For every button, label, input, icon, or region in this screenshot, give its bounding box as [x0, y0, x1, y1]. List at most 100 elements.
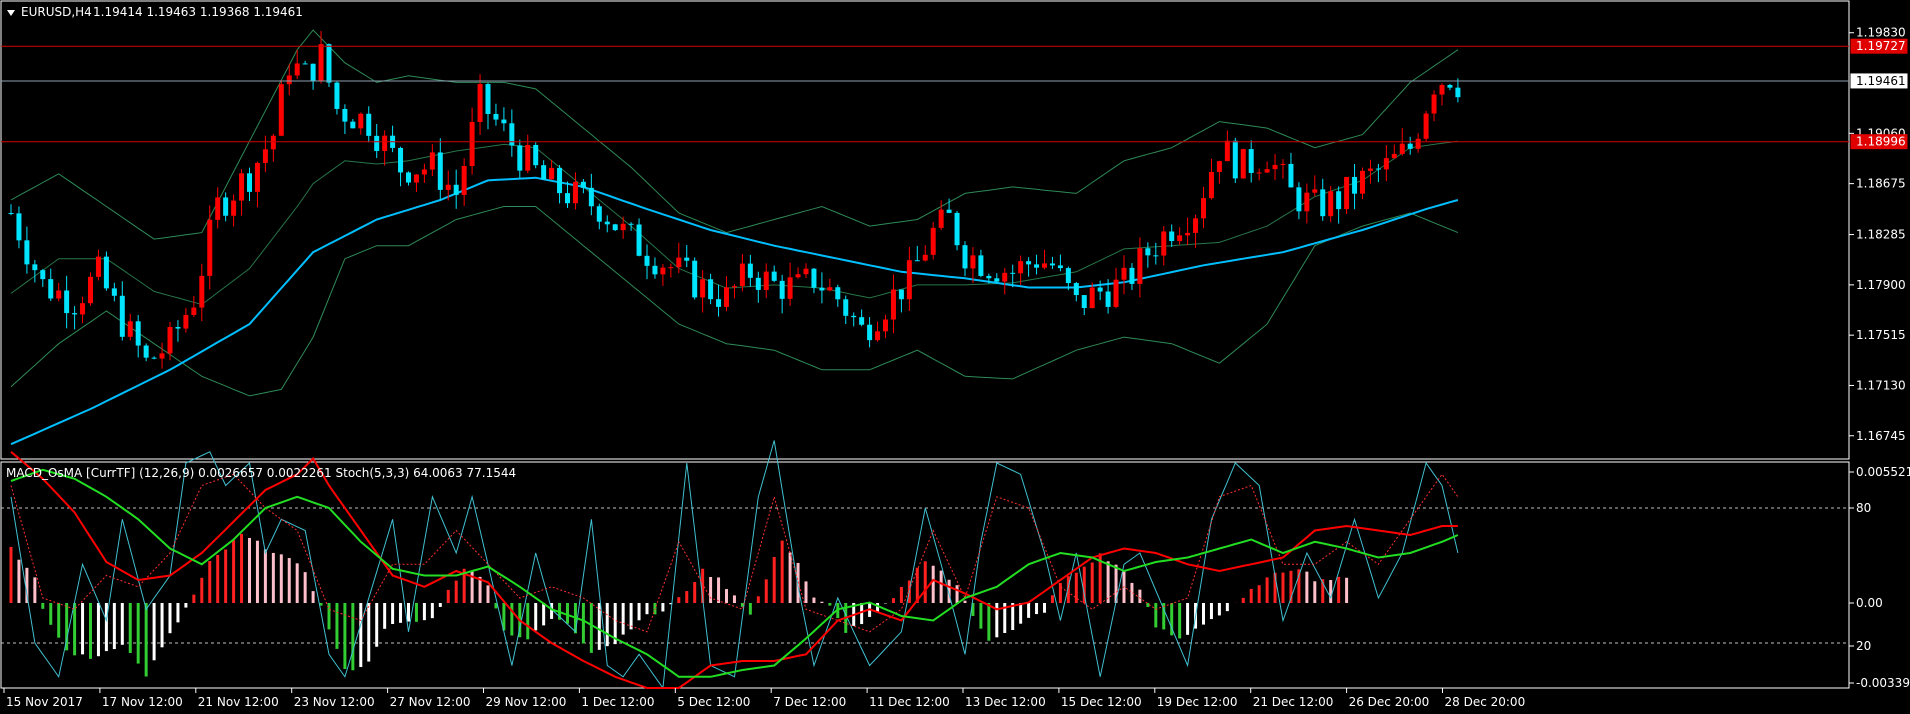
- upper-level-tag-text: 1.19727: [1856, 39, 1906, 53]
- price-tick-label: 1.16745: [1856, 429, 1906, 443]
- candle-body: [644, 255, 650, 266]
- candle-body: [1455, 87, 1461, 98]
- candle-body: [183, 314, 189, 329]
- candle-body: [875, 331, 881, 341]
- candle-body: [191, 307, 197, 315]
- candle-body: [294, 63, 300, 76]
- candle-body: [429, 152, 435, 170]
- candle-body: [1010, 272, 1016, 274]
- candle-body: [652, 265, 658, 275]
- candle-body: [1375, 168, 1381, 170]
- candle-body: [1407, 143, 1413, 149]
- time-tick-label: 15 Dec 12:00: [1061, 695, 1142, 709]
- candle-body: [1057, 265, 1063, 269]
- candle-body: [525, 144, 531, 171]
- candle-body: [1399, 143, 1405, 154]
- candle-body: [445, 184, 451, 190]
- dropdown-triangle-icon[interactable]: [7, 10, 15, 16]
- candle-body: [270, 135, 276, 150]
- candle-body: [342, 108, 348, 122]
- candle-body: [1049, 263, 1055, 266]
- candle-body: [64, 290, 70, 314]
- candle-body: [199, 275, 205, 308]
- horizontal-levels: [1, 45, 1849, 143]
- indicator-subwindow[interactable]: MACD_OsMA [CurrTF] (12,26,9) 0.0026657 0…: [0, 440, 1850, 690]
- candle-body: [890, 289, 896, 320]
- indicator-tick-label: 0.00: [1856, 596, 1883, 610]
- candle-body: [1431, 94, 1437, 114]
- candle-body: [350, 121, 356, 129]
- time-axis: 15 Nov 2017 17 Nov 12:00 21 Nov 12:00 23 No…: [3, 688, 1525, 709]
- candle-body: [501, 119, 507, 124]
- candle-body: [787, 277, 793, 299]
- candle-body: [779, 280, 785, 299]
- candle-body: [1336, 191, 1342, 210]
- indicator-tick-label: 20: [1856, 639, 1871, 653]
- time-tick-label: 11 Dec 12:00: [869, 695, 950, 709]
- time-tick-label: 17 Nov 12:00: [102, 695, 183, 709]
- time-tick-label: 26 Dec 20:00: [1349, 695, 1430, 709]
- candle-body: [668, 267, 674, 269]
- candle-body: [24, 240, 30, 265]
- candle-body: [628, 223, 634, 225]
- price-tick-label: 1.19830: [1856, 26, 1906, 40]
- candle-body: [771, 271, 777, 281]
- candle-body: [676, 257, 682, 268]
- candle-body: [922, 254, 928, 261]
- candle-body: [1352, 176, 1358, 194]
- time-tick-label: 5 Dec 12:00: [677, 695, 750, 709]
- lower-level-tag-text: 1.18996: [1856, 135, 1906, 149]
- macd-lines: [10, 451, 1459, 689]
- price-tick-label: 1.17515: [1856, 328, 1906, 342]
- candle-body: [1208, 171, 1214, 199]
- candle-body: [700, 279, 706, 298]
- candle-body: [1280, 163, 1286, 165]
- macd-green-line: [10, 468, 1459, 678]
- candle-body: [1256, 172, 1262, 174]
- candle-body: [883, 319, 888, 332]
- candle-body: [1367, 168, 1373, 171]
- candle-body: [1320, 189, 1326, 217]
- candle-body: [103, 256, 109, 289]
- candle-body: [262, 149, 268, 163]
- current-price-tag-box: [1850, 73, 1908, 89]
- candle-body: [509, 123, 515, 146]
- candle-body: [151, 357, 157, 359]
- candle-body: [1423, 113, 1429, 139]
- candle-body: [1121, 267, 1127, 280]
- indicator-tick-label: 0.0055215: [1856, 465, 1910, 479]
- candle-body: [453, 184, 459, 195]
- candle-body: [175, 327, 181, 329]
- candle-body: [278, 84, 284, 136]
- candle-body: [398, 147, 404, 173]
- stochastic-lines: [10, 440, 1459, 690]
- price-tick-label: 1.18285: [1856, 228, 1906, 242]
- time-tick-label: 29 Nov 12:00: [486, 695, 567, 709]
- candle-body: [56, 290, 62, 299]
- candle-body: [127, 321, 133, 337]
- candle-body: [111, 288, 117, 296]
- candle-body: [1185, 232, 1191, 236]
- candle-body: [914, 260, 920, 262]
- candle-body: [533, 144, 539, 166]
- candle-body: [549, 167, 555, 180]
- symbol-name: EURUSD,H4: [21, 5, 92, 19]
- candle-body: [1240, 149, 1246, 179]
- candle-body: [946, 209, 952, 213]
- candle-body: [302, 63, 308, 65]
- bollinger-upper-line: [10, 29, 1459, 240]
- candle-body: [1360, 170, 1365, 194]
- main-price-window[interactable]: EURUSD,H4 1.19414 1.19463 1.19368 1.1946…: [0, 0, 1850, 460]
- price-tick-label: 1.17900: [1856, 278, 1906, 292]
- candle-body: [469, 121, 475, 167]
- candle-body: [755, 277, 761, 290]
- candle-body: [1042, 263, 1047, 268]
- candle-body: [572, 181, 578, 204]
- candle-body: [708, 279, 714, 300]
- time-tick-label: 23 Nov 12:00: [294, 695, 375, 709]
- candle-body: [763, 271, 769, 290]
- candle-body: [835, 287, 841, 300]
- candle-body: [1065, 268, 1071, 284]
- candle-body: [930, 227, 936, 255]
